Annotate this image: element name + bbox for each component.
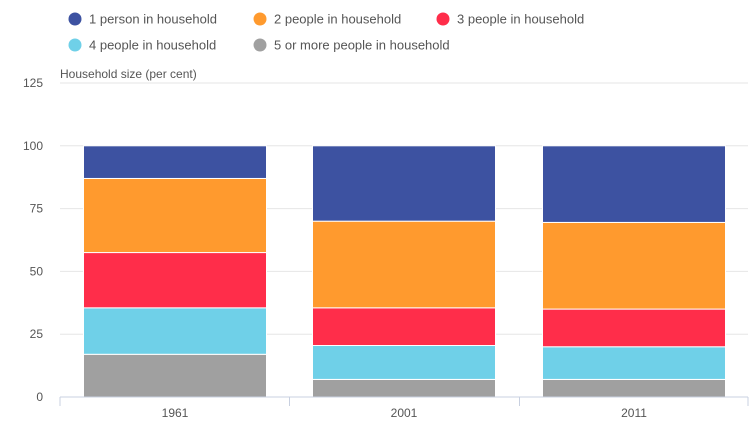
y-tick-label-100: 100 <box>23 139 43 153</box>
bar-segment-2001-s2 <box>312 307 496 347</box>
legend-label-2: 3 people in household <box>457 12 584 27</box>
x-tick-label-2001: 2001 <box>391 406 418 420</box>
y-axis-title: Household size (per cent) <box>60 67 197 81</box>
legend-label-4: 5 or more people in household <box>274 38 450 53</box>
x-tick-label-2011: 2011 <box>621 406 647 420</box>
legend-swatch-0 <box>68 12 82 26</box>
bar-segment-1961-s4 <box>83 145 267 179</box>
bar-segment-2001-s0 <box>312 378 496 398</box>
bar-segment-1961-s0 <box>83 353 267 398</box>
bar-segment-1961-s1 <box>83 307 267 355</box>
legend-label-1: 2 people in household <box>274 12 401 27</box>
bar-segment-2011-s1 <box>542 346 726 380</box>
legend-swatch-1 <box>253 12 267 26</box>
legend-swatch-4 <box>253 38 267 52</box>
bar-segment-2011-s4 <box>542 145 726 223</box>
bar-segment-2011-s0 <box>542 378 726 398</box>
y-tick-label-125: 125 <box>23 76 43 90</box>
y-tick-label-0: 0 <box>36 390 43 404</box>
y-tick-label-50: 50 <box>30 264 44 278</box>
legend-swatch-2 <box>436 12 450 26</box>
y-tick-label-25: 25 <box>30 327 44 341</box>
legend-label-3: 4 people in household <box>89 38 216 53</box>
y-tick-label-75: 75 <box>30 202 44 216</box>
x-tick-label-1961: 1961 <box>162 406 189 420</box>
bar-segment-2001-s3 <box>312 220 496 309</box>
bar-segment-2001-s1 <box>312 345 496 380</box>
legend-swatch-3 <box>68 38 82 52</box>
bar-segment-1961-s2 <box>83 252 267 309</box>
bar-segment-2011-s2 <box>542 308 726 348</box>
bar-segment-2001-s4 <box>312 145 496 222</box>
bar-segment-1961-s3 <box>83 177 267 254</box>
bar-segment-2011-s3 <box>542 221 726 310</box>
legend-label-0: 1 person in household <box>89 12 217 27</box>
